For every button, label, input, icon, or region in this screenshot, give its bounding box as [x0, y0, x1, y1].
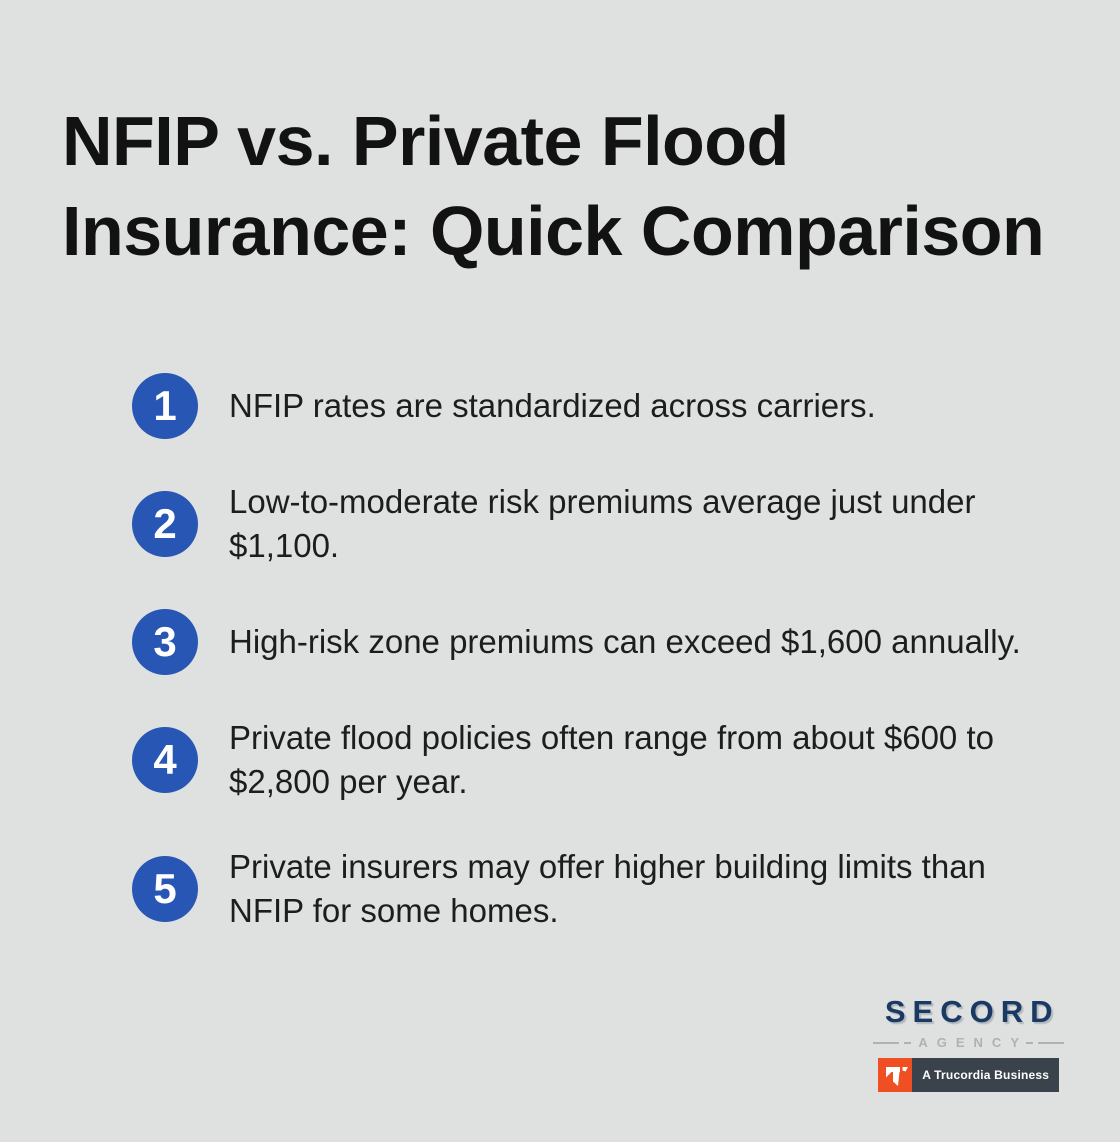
list-item: 3 High-risk zone premiums can exceed $1,… [132, 609, 1041, 675]
secord-wordmark: SECORD [884, 994, 1060, 1029]
dash-left [904, 1041, 912, 1044]
item-text: NFIP rates are standardized across carri… [229, 387, 876, 424]
item-number: 3 [153, 618, 177, 665]
item-number-badge: 3 [132, 609, 198, 675]
dash-right [1026, 1041, 1033, 1044]
secord-agency-logo: SECORD AGENCY A Trucordia Business [873, 994, 1064, 1092]
agency-subtitle-row: AGENCY [873, 1035, 1064, 1050]
item-number: 5 [153, 865, 177, 912]
item-text: Private insurers may offer higher buildi… [229, 848, 986, 929]
list-item: 2 Low-to-moderate risk premiums average … [132, 480, 1041, 568]
rule-line-left [873, 1041, 900, 1044]
item-text: Low-to-moderate risk premiums average ju… [229, 483, 976, 564]
item-number-badge: 1 [132, 373, 198, 439]
rule-line-right [1038, 1041, 1064, 1044]
item-text: High-risk zone premiums can exceed $1,60… [229, 623, 1021, 660]
trucordia-tagline: A Trucordia Business [912, 1058, 1060, 1092]
list-item: 5 Private insurers may offer higher buil… [132, 845, 1041, 933]
trucordia-t-icon [878, 1058, 913, 1092]
comparison-list: 1 NFIP rates are standardized across car… [132, 373, 1041, 933]
page-title: NFIP vs. Private Flood Insurance: Quick … [62, 102, 1045, 270]
item-number: 4 [153, 736, 177, 783]
item-number: 1 [153, 382, 177, 429]
item-number-badge: 2 [132, 491, 198, 557]
item-number-badge: 5 [132, 856, 198, 922]
list-item: 1 NFIP rates are standardized across car… [132, 373, 1041, 439]
item-number: 2 [153, 500, 177, 547]
agency-label: AGENCY [918, 1035, 1028, 1050]
item-text: Private flood policies often range from … [229, 719, 994, 800]
list-item: 4 Private flood policies often range fro… [132, 716, 1041, 804]
trucordia-badge: A Trucordia Business [878, 1058, 1060, 1092]
item-number-badge: 4 [132, 727, 198, 793]
